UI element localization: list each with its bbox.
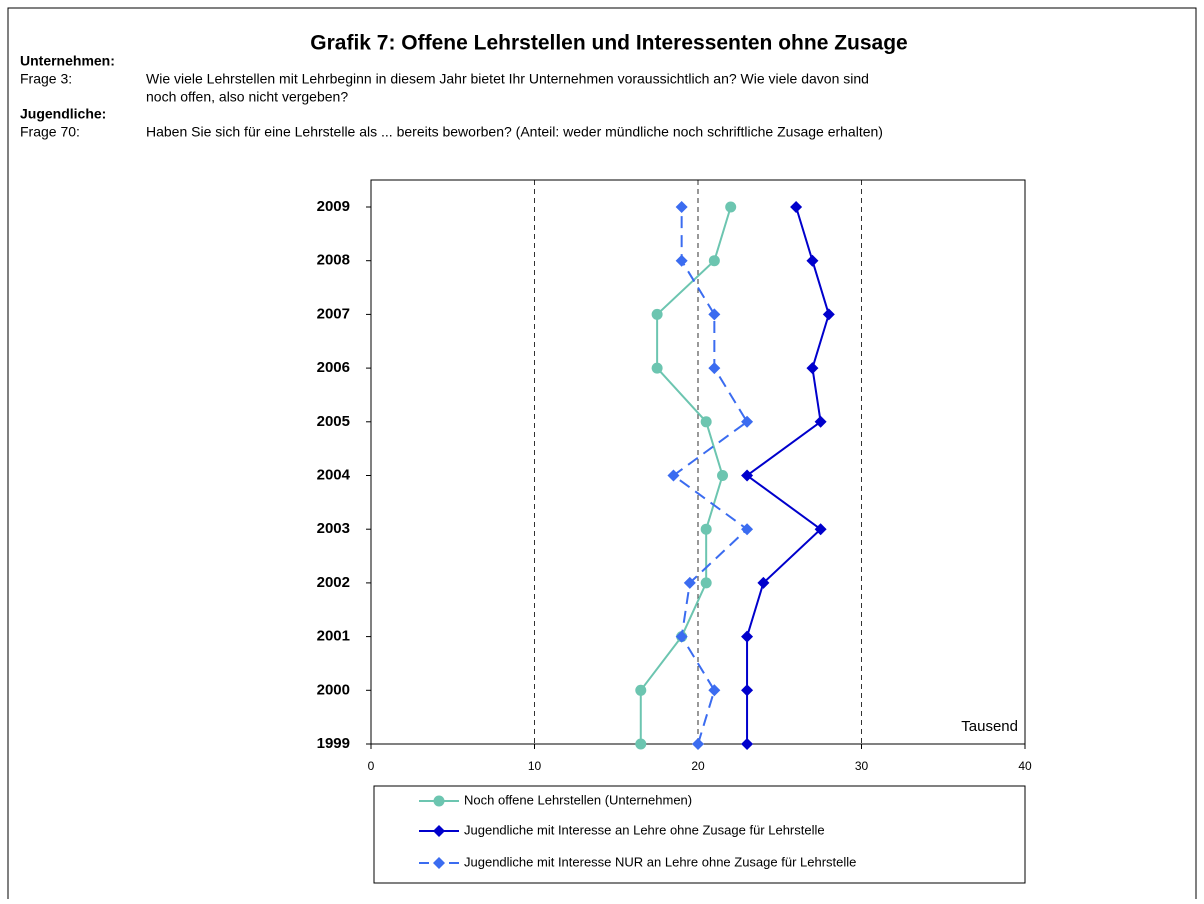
point (790, 201, 803, 213)
point (675, 254, 688, 267)
point (741, 684, 754, 697)
x-tick-label: 0 (368, 759, 375, 773)
point (822, 308, 835, 321)
point (741, 469, 754, 482)
point (814, 415, 827, 428)
legend-marker (433, 795, 445, 807)
point (635, 684, 647, 696)
point (651, 308, 663, 320)
question-text: Haben Sie sich für eine Lehrstelle als .… (146, 124, 883, 140)
y-tick-label: 2003 (317, 520, 350, 537)
point (741, 630, 754, 643)
point (741, 415, 754, 428)
point (757, 576, 770, 589)
question-text: Wie viele Lehrstellen mit Lehrbeginn in … (146, 71, 869, 87)
legend-label: Jugendliche mit Interesse an Lehre ohne … (464, 822, 825, 837)
point (814, 523, 827, 536)
point (708, 362, 721, 375)
point (635, 738, 647, 750)
x-tick-label: 20 (691, 759, 705, 773)
y-tick-label: 2004 (317, 466, 351, 483)
point (725, 201, 737, 213)
annotation: Tausend (961, 718, 1018, 735)
legend-marker (433, 857, 445, 869)
y-tick-label: 2005 (317, 413, 350, 430)
point (708, 255, 720, 267)
x-tick-label: 10 (528, 759, 542, 773)
x-tick-label: 40 (1018, 759, 1032, 773)
y-tick-label: 2006 (317, 359, 350, 376)
legend-label: Jugendliche mit Interesse NUR an Lehre o… (464, 854, 856, 869)
y-tick-label: 2009 (317, 198, 350, 215)
question-label: Frage 70: (20, 124, 80, 140)
point (700, 523, 712, 535)
point (667, 469, 680, 482)
point (651, 362, 663, 374)
question-label: Frage 3: (20, 71, 72, 87)
section-heading: Unternehmen: (20, 53, 115, 69)
y-tick-label: 2008 (317, 252, 350, 269)
y-tick-label: 2002 (317, 574, 350, 591)
y-tick-label: 2000 (317, 681, 350, 698)
y-tick-label: 1999 (317, 735, 350, 752)
point (700, 577, 712, 589)
point (708, 684, 721, 697)
point (675, 630, 688, 643)
section-heading: Jugendliche: (20, 106, 106, 122)
series-line (745, 206, 830, 744)
question-text: noch offen, also nicht vergeben? (146, 89, 348, 105)
y-tick-label: 2001 (317, 628, 350, 645)
point (741, 523, 754, 536)
chart-title: Grafik 7: Offene Lehrstellen und Interes… (310, 32, 907, 55)
point (683, 576, 696, 589)
x-tick-label: 30 (855, 759, 869, 773)
point (700, 416, 712, 428)
point (675, 201, 688, 213)
legend-label: Noch offene Lehrstellen (Unternehmen) (464, 792, 692, 807)
point (692, 738, 704, 750)
point (741, 738, 754, 750)
point (806, 362, 819, 375)
legend-marker (433, 825, 445, 837)
point (708, 308, 721, 321)
frame (7, 7, 1197, 904)
legend-box (373, 785, 1026, 884)
point (717, 470, 729, 481)
y-tick-label: 2007 (317, 305, 350, 322)
point (806, 254, 819, 267)
